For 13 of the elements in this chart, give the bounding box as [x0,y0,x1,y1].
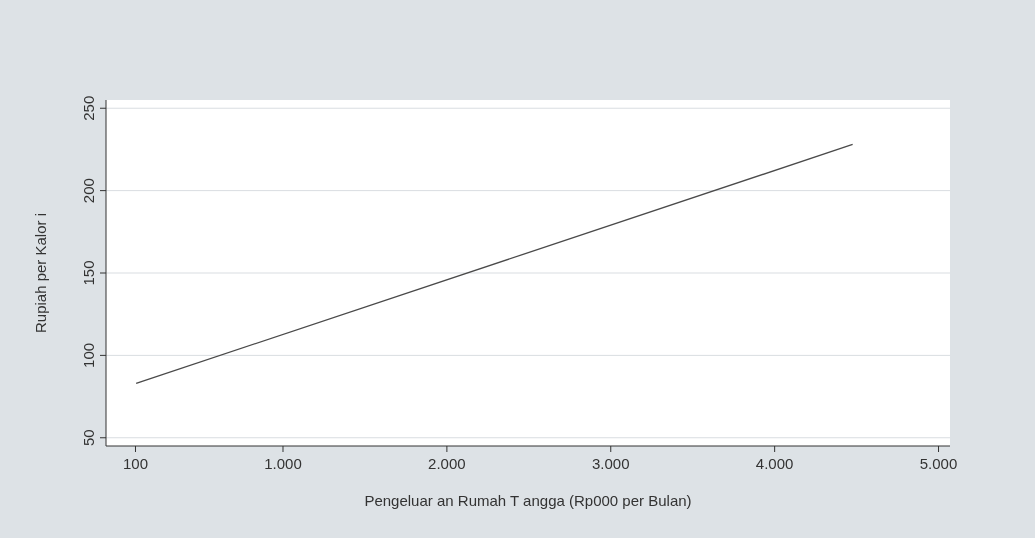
x-tick-label: 3.000 [591,455,630,472]
x-tick-label: 4.000 [755,455,794,472]
y-tick-label: 50 [80,429,97,447]
x-tick-label: 1.000 [264,455,302,472]
x-tick-label: 100 [122,455,149,472]
x-axis-title: Pengeluar an Rumah T angga (Rp000 per Bulan) [364,492,692,509]
y-axis-title: Rupiah per Kalor i [32,212,49,334]
x-tick-label: 2.000 [428,455,466,472]
y-tick-label: 250 [80,95,97,121]
y-tick-label: 100 [80,342,97,368]
y-tick-label: 150 [80,260,97,286]
y-tick-label: 200 [80,178,97,204]
x-tick-label: 5.000 [919,455,958,472]
